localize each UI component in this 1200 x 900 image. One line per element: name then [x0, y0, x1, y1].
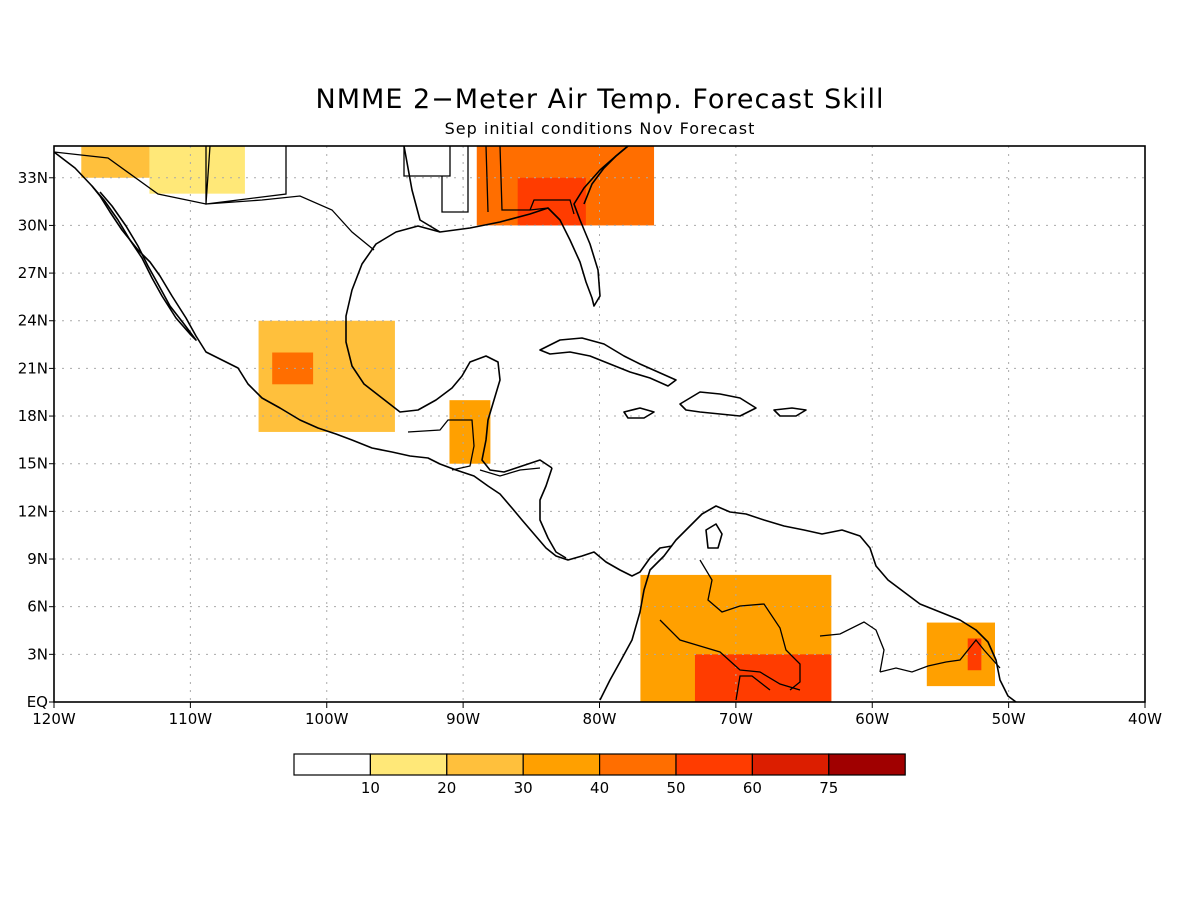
legend-swatch-0: [293, 753, 372, 776]
graticule: [49, 146, 1146, 708]
coastline-gulf-west: [345, 225, 553, 473]
tick-label-lon: 100W: [305, 710, 349, 728]
border-colombia-venezuela: [699, 559, 801, 691]
coastline-gulf-of-mexico: [403, 146, 629, 307]
legend-label-10: 10: [361, 779, 380, 797]
border-us-states: [403, 146, 575, 215]
tick-label-lat: 12N: [18, 502, 48, 520]
tick-label-lat: 33N: [18, 169, 48, 187]
legend-label-75: 75: [819, 779, 838, 797]
coastline-hispaniola: [679, 391, 757, 417]
legend-swatch-4: [598, 753, 677, 776]
border-guyana-suriname-fguiana: [879, 638, 1001, 673]
tick-label-lat: 24N: [18, 312, 48, 330]
political-borders: [54, 146, 1001, 701]
coastline-south-america-north: [599, 505, 1017, 702]
chart-title: NMME 2−Meter Air Temp. Forecast Skill: [315, 84, 885, 115]
coastline-cuba: [539, 337, 677, 387]
legend-label-30: 30: [514, 779, 533, 797]
skill-region-3: [517, 177, 586, 226]
tick-label-lat: 18N: [18, 407, 48, 425]
legend-swatch-2: [446, 753, 524, 776]
tick-label-lon: 50W: [992, 710, 1026, 728]
tick-label-lat: 3N: [27, 645, 48, 663]
coastline-north-america-west: [54, 151, 673, 577]
map-frame: [53, 145, 1146, 703]
border-colombia-peru-brazil: [659, 619, 801, 701]
tick-label-lat: 27N: [18, 264, 48, 282]
skill-shading-layer: [81, 146, 995, 702]
skill-region-0: [81, 146, 150, 178]
legend-swatch-6: [751, 753, 830, 776]
border-mexico-guatemala: [407, 419, 475, 471]
border-honduras-nicaragua: [479, 467, 541, 477]
coastlines: [54, 146, 1017, 702]
tick-label-lon: 70W: [719, 710, 753, 728]
coastline-jamaica: [623, 407, 655, 419]
tick-label-lat: 30N: [18, 216, 48, 234]
legend-swatch-5: [675, 753, 754, 776]
axis-tick-labels: 120W 110W 100W 90W 80W 70W 60W 50W 40W EQ 3N 6N 9N 12…: [18, 169, 1162, 728]
map-border: [53, 145, 1146, 703]
tick-label-lon: 80W: [583, 710, 617, 728]
tick-label-lon: 120W: [32, 710, 76, 728]
tick-label-lat: 9N: [27, 550, 48, 568]
tick-label-lat: EQ: [27, 693, 48, 711]
tick-label-lon: 110W: [169, 710, 213, 728]
border-us-mexico: [54, 146, 375, 251]
skill-region-1: [149, 146, 245, 194]
legend-swatch-1: [369, 753, 448, 776]
legend-label-60: 60: [743, 779, 762, 797]
tick-label-lon: 60W: [855, 710, 889, 728]
coastline-puerto-rico: [773, 407, 807, 417]
skill-region-6: [449, 400, 491, 464]
skill-region-9: [926, 622, 995, 687]
coastline-central-america-east: [539, 467, 567, 559]
tick-label-lat: 21N: [18, 359, 48, 377]
coastline-baja-california: [91, 185, 197, 341]
tick-label-lat: 15N: [18, 455, 48, 473]
legend-swatch-3: [522, 753, 601, 776]
legend-label-20: 20: [437, 779, 456, 797]
border-venezuela-guyana: [819, 621, 885, 673]
tick-label-lon: 90W: [446, 710, 480, 728]
skill-region-8: [694, 654, 832, 702]
legend-label-50: 50: [666, 779, 685, 797]
tick-label-lat: 6N: [27, 598, 48, 616]
tick-label-lon: 40W: [1128, 710, 1162, 728]
color-legend: 10 20 30 40 50 60 75: [293, 753, 906, 797]
chart-subtitle: Sep initial conditions Nov Forecast: [444, 119, 756, 138]
legend-swatch-7: [828, 753, 906, 776]
legend-label-40: 40: [590, 779, 609, 797]
coastline-lake-maracaibo: [705, 523, 723, 549]
coastline-florida-atlantic: [583, 146, 629, 205]
